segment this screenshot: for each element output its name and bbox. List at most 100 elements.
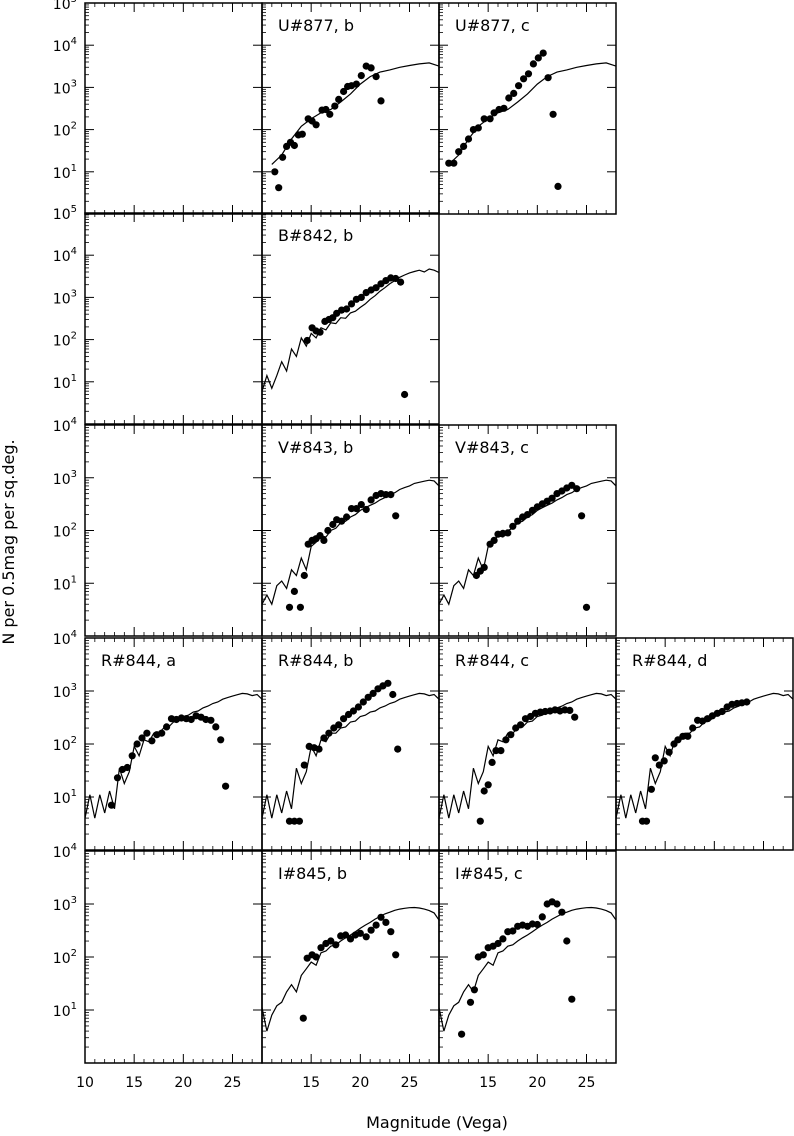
data-point: [212, 723, 220, 731]
panel-label: V#843, c: [455, 438, 529, 457]
data-point: [207, 716, 215, 724]
data-point: [372, 284, 380, 292]
panel: U#877, b: [261, 2, 440, 215]
data-point: [514, 517, 522, 525]
data-point: [295, 817, 303, 825]
data-point: [133, 740, 141, 748]
data-point: [113, 774, 122, 782]
y-tick-label: 101: [53, 574, 77, 593]
data-point: [290, 587, 298, 596]
data-point: [689, 724, 697, 732]
panel: [84, 212, 263, 425]
panel: B#842, b: [261, 212, 440, 425]
data-point: [549, 110, 557, 118]
panel-frame: [84, 850, 263, 1064]
x-tick-label: 10: [76, 1075, 94, 1091]
data-point: [445, 159, 453, 167]
panel-frame: [84, 212, 263, 425]
data-point: [460, 142, 468, 150]
panel-label: B#842, b: [278, 226, 353, 245]
model-line: [439, 692, 616, 819]
data-point: [553, 900, 561, 908]
data-point: [347, 300, 356, 308]
y-tick-label: 103: [53, 682, 77, 701]
x-axis-label: Magnitude (Vega): [366, 1113, 508, 1132]
data-point: [651, 754, 659, 762]
x-tick-label: 20: [528, 1075, 546, 1091]
y-tick-label: 102: [53, 948, 77, 967]
data-point: [571, 713, 579, 721]
data-point: [554, 182, 562, 190]
model-line: [262, 479, 439, 606]
data-point: [340, 715, 348, 723]
data-point: [317, 944, 325, 952]
y-tick-label: 104: [53, 629, 77, 648]
data-point: [357, 501, 365, 509]
data-point: [187, 715, 195, 724]
data-point: [367, 926, 375, 934]
data-point: [338, 517, 346, 525]
panel: R#844, c: [438, 637, 617, 851]
model-line: [262, 906, 439, 1032]
data-point: [327, 937, 335, 945]
x-tick-label: 20: [351, 1075, 369, 1091]
data-point: [123, 763, 131, 772]
y-tick-label: 104: [53, 246, 77, 265]
data-point: [143, 729, 151, 737]
data-point: [222, 782, 230, 790]
data-point: [362, 933, 370, 941]
data-point: [573, 485, 581, 493]
data-point: [343, 305, 351, 313]
data-point: [377, 97, 385, 105]
x-tick-label: 25: [401, 1075, 419, 1091]
panel: I#845, b: [261, 850, 440, 1064]
data-point: [331, 102, 339, 110]
data-point: [290, 817, 298, 825]
data-point: [158, 729, 166, 737]
data-point: [320, 734, 328, 742]
data-point: [300, 571, 308, 580]
data-point: [520, 75, 528, 83]
data-point: [566, 706, 574, 715]
data-point: [582, 603, 591, 611]
panel-frame: [84, 424, 263, 637]
data-point: [329, 520, 337, 529]
data-point: [539, 49, 547, 57]
data-point: [500, 104, 508, 112]
data-point: [509, 522, 517, 530]
data-point: [484, 781, 492, 789]
data-point: [480, 563, 488, 572]
model-line: [271, 62, 439, 165]
data-point: [505, 94, 513, 102]
data-point: [148, 737, 156, 745]
data-point: [480, 115, 488, 123]
data-point: [474, 124, 482, 132]
data-point: [128, 752, 136, 760]
data-point: [325, 729, 333, 737]
data-point: [372, 73, 380, 81]
data-point: [356, 929, 364, 937]
y-tick-label: 105: [53, 0, 77, 13]
data-point: [394, 745, 402, 753]
data-point: [387, 928, 395, 936]
data-point: [660, 757, 668, 765]
y-tick-label: 105: [53, 204, 77, 223]
data-point: [455, 148, 463, 156]
data-point: [655, 761, 663, 769]
data-point: [488, 758, 496, 767]
data-point: [507, 731, 515, 739]
y-tick-label: 102: [53, 522, 77, 541]
panel-label: U#877, b: [278, 16, 354, 35]
data-point: [578, 512, 586, 520]
data-point: [315, 745, 323, 753]
data-point: [299, 1014, 307, 1022]
y-tick-label: 103: [53, 895, 77, 914]
data-point: [490, 536, 498, 545]
data-point: [504, 529, 512, 537]
data-point: [367, 64, 375, 72]
data-point: [357, 72, 365, 80]
data-point: [359, 698, 367, 706]
data-point: [217, 736, 225, 744]
data-point: [275, 184, 283, 192]
model-line: [616, 692, 793, 819]
